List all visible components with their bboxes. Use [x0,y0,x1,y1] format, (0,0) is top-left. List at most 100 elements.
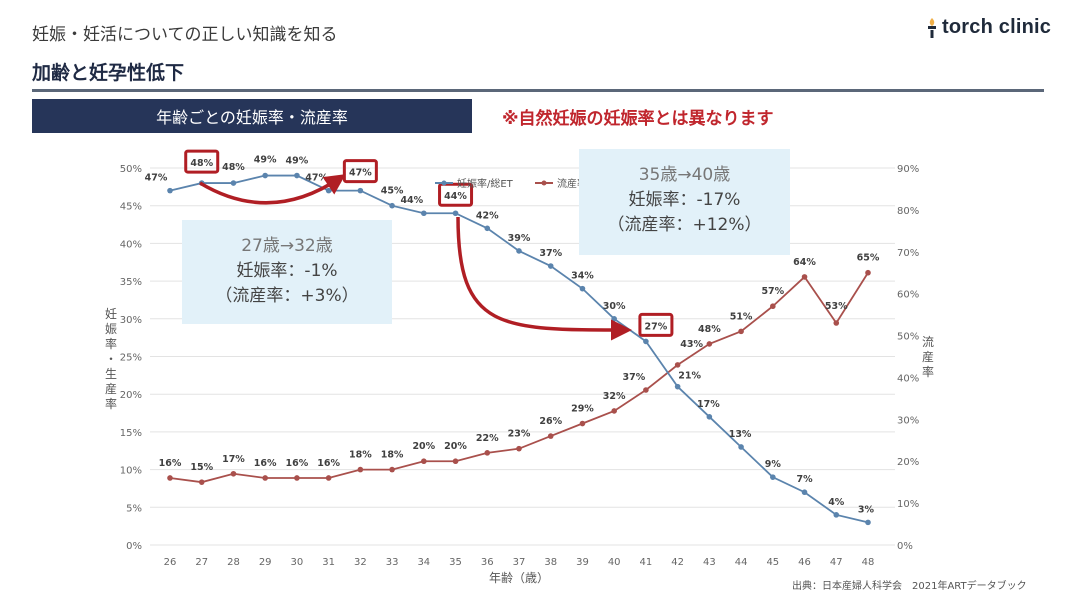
x-tick-label: 35 [449,557,462,568]
chart-banner-label: 年齢ごとの妊娠率・流産率 [156,108,348,127]
x-axis-title: 年齢（歳） [489,570,549,585]
pregnancy-point [294,172,300,179]
y2-axis-title-char: 率 [922,364,934,379]
callout-miscarriage-change: （流産率：+12%） [607,215,762,235]
y2-axis-title-char: 流 [922,335,934,349]
y-tick-label: 25% [120,353,142,364]
x-tick-label: 30 [291,557,304,568]
y-tick-label: 40% [120,239,142,250]
miscarriage-point [198,479,205,485]
miscarriage-point [484,450,491,456]
miscarriage-point [833,320,840,326]
callout-35-40: 35歳→40歳 妊娠率：-17% （流産率：+12%） [579,149,790,255]
x-tick-label: 26 [164,557,177,568]
pregnancy-data-label: 34% [571,271,594,282]
pregnancy-data-label: 17% [697,399,720,410]
y-axis-title-char: 率 [105,336,117,351]
legend-miscarriage-marker [541,180,547,186]
y-axis-title-char: 産 [105,381,117,396]
pregnancy-data-label: 39% [508,233,531,244]
pregnancy-data-label: 7% [796,474,813,485]
pregnancy-point [421,210,427,217]
miscarriage-data-label: 16% [254,458,277,469]
y2-tick-label: 30% [897,415,919,426]
y2-tick-label: 20% [897,457,919,468]
miscarriage-point [611,408,617,414]
brand-logo: torch clinic [926,16,1051,39]
miscarriage-data-label: 18% [381,450,404,461]
miscarriage-point [452,458,459,465]
pregnancy-data-label: 49% [254,155,277,166]
highlight-box [638,312,674,337]
miscarriage-data-label: 22% [476,433,499,444]
pregnancy-data-label: 30% [603,301,626,312]
miscarriage-data-label: 48% [698,324,721,335]
miscarriage-point [738,328,744,335]
miscarriage-point [547,433,554,439]
y-axis-title-char: ・ [105,352,117,366]
pregnancy-point [579,285,586,292]
x-tick-label: 48 [862,557,875,568]
x-tick-label: 38 [544,557,557,568]
y-tick-label: 0% [126,541,142,552]
callout-pregnancy-change: 妊娠率：-17% [628,190,741,210]
pregnancy-data-label: 48% [190,158,213,169]
pregnancy-point [389,202,395,209]
callout-heading: 35歳→40歳 [638,165,731,185]
arrow-27-to-32 [199,174,346,205]
y-tick-label: 45% [120,202,142,213]
pregnancy-data-label: 47% [145,173,168,184]
x-tick-label: 46 [798,557,811,568]
pregnancy-data-label: 13% [729,429,752,440]
y2-tick-label: 10% [897,499,919,510]
miscarriage-data-label: 53% [825,301,848,312]
pregnancy-point [706,414,713,420]
page-title: 加齢と妊孕性低下 [32,62,185,84]
pregnancy-data-label: 49% [286,156,309,167]
pregnancy-data-label: 44% [444,191,467,202]
y-axis-title-char: 率 [105,396,117,411]
pregnancy-data-label: 27% [645,321,668,332]
miscarriage-data-label: 37% [623,372,646,383]
miscarriage-point [421,458,427,465]
miscarriage-point [801,274,808,280]
pregnancy-data-label: 44% [400,195,423,206]
miscarriage-point [579,420,586,427]
y2-tick-label: 60% [897,290,919,301]
x-tick-label: 29 [259,557,272,568]
miscarriage-data-label: 57% [761,286,784,297]
callout-pregnancy-change: 妊娠率：-1% [236,261,338,281]
pregnancy-point [230,180,237,186]
miscarriage-point [643,387,649,393]
miscarriage-point [706,341,713,347]
y2-tick-label: 90% [897,164,919,175]
x-tick-label: 45 [766,557,779,568]
pregnancy-data-label: 48% [222,162,245,173]
x-tick-label: 27 [195,557,208,568]
brand-name: torch clinic [942,16,1052,38]
miscarriage-data-label: 23% [508,429,531,440]
miscarriage-data-label: 17% [222,454,245,465]
x-tick-label: 37 [513,557,526,568]
pregnancy-point [738,444,744,450]
pregnancy-point [516,248,522,254]
miscarriage-point [516,445,522,452]
x-tick-label: 34 [417,557,430,568]
legend-pregnancy-marker [441,180,447,186]
miscarriage-data-label: 15% [190,462,213,473]
pregnancy-point [484,225,491,232]
miscarriage-point [294,475,300,481]
y-tick-label: 50% [120,164,142,175]
callout-heading: 27歳→32歳 [241,236,333,256]
miscarriage-data-label: 16% [317,458,340,469]
pregnancy-point [865,519,871,526]
pregnancy-point [262,172,268,179]
pregnancy-data-label: 21% [678,371,701,382]
pregnancy-point [643,338,649,345]
x-tick-label: 32 [354,557,367,568]
pregnancy-point [833,512,840,518]
pregnancy-point [357,187,364,194]
miscarriage-data-label: 20% [412,441,435,452]
miscarriage-data-label: 26% [539,416,562,427]
page-subtitle: 妊娠・妊活についての正しい知識を知る [32,25,338,45]
